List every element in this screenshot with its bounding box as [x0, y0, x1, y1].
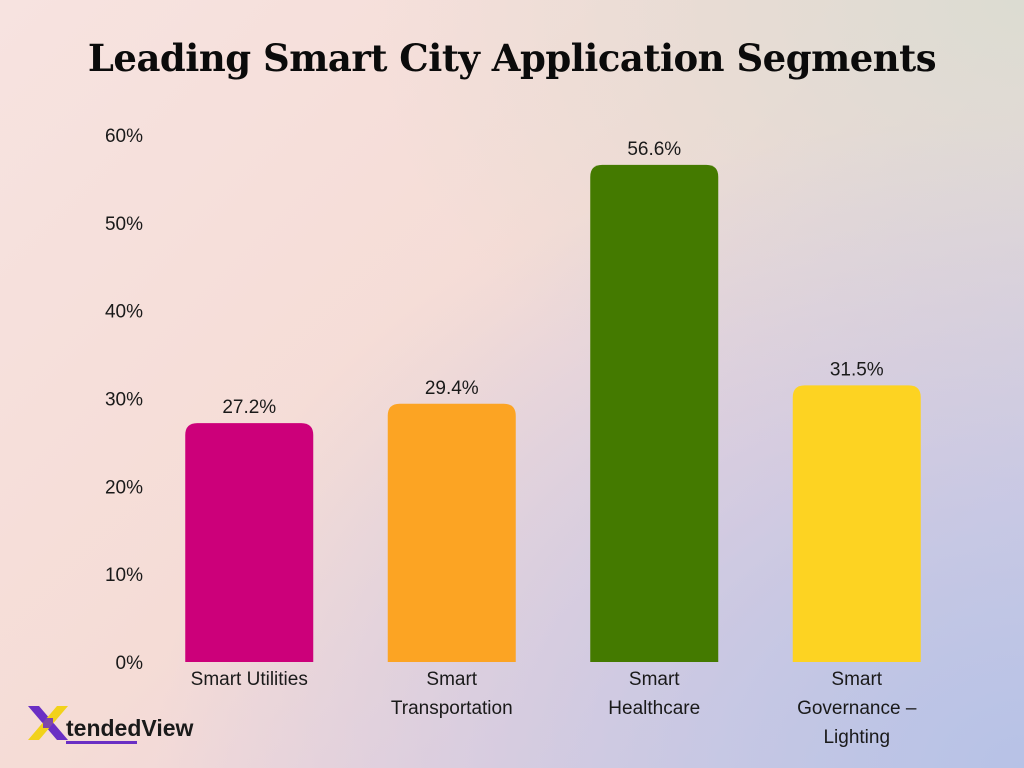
bar-value-label: 31.5%	[830, 359, 884, 380]
y-tick-label: 10%	[105, 565, 143, 586]
x-category-label: Smart Utilities	[191, 669, 308, 690]
bar-value-label: 27.2%	[222, 397, 276, 418]
brand-wordmark: tendedView	[66, 715, 194, 744]
x-category-label: Lighting	[823, 727, 890, 748]
bar-value-label: 56.6%	[627, 139, 681, 160]
y-tick-label: 40%	[105, 302, 143, 323]
x-category-label: Smart	[831, 669, 882, 690]
bar	[792, 385, 921, 662]
brand-logo: tendedView	[26, 700, 193, 744]
y-tick-label: 20%	[105, 477, 143, 498]
y-tick-label: 50%	[105, 214, 143, 235]
value-label-group: 27.2% 29.4% 56.6% 31.5%	[222, 139, 883, 418]
y-tick-label: 30%	[105, 390, 143, 411]
brand-wordmark-text: tendedView	[66, 715, 194, 741]
y-tick-label: 0%	[116, 653, 144, 674]
x-category-label: Smart	[426, 669, 477, 690]
chart-title: Leading Smart City Application Segments	[87, 36, 937, 80]
y-axis: 0% 10% 20% 30% 40% 50% 60%	[105, 126, 143, 674]
brand-underline	[66, 741, 138, 744]
x-category-label: Governance –	[797, 698, 917, 719]
x-category-label: Transportation	[391, 698, 513, 719]
logo-x-overlap	[43, 718, 53, 728]
x-category-label: Healthcare	[608, 698, 700, 719]
bar	[590, 164, 719, 662]
bar-value-label: 29.4%	[425, 378, 479, 399]
xtendedview-logo-x-icon	[28, 706, 68, 740]
bar	[387, 403, 516, 662]
x-axis: Smart Utilities Smart Transportation Smart H…	[191, 669, 917, 748]
bar-group	[185, 164, 921, 662]
bar	[185, 423, 314, 662]
x-category-label: Smart	[629, 669, 680, 690]
y-tick-label: 60%	[105, 126, 143, 147]
